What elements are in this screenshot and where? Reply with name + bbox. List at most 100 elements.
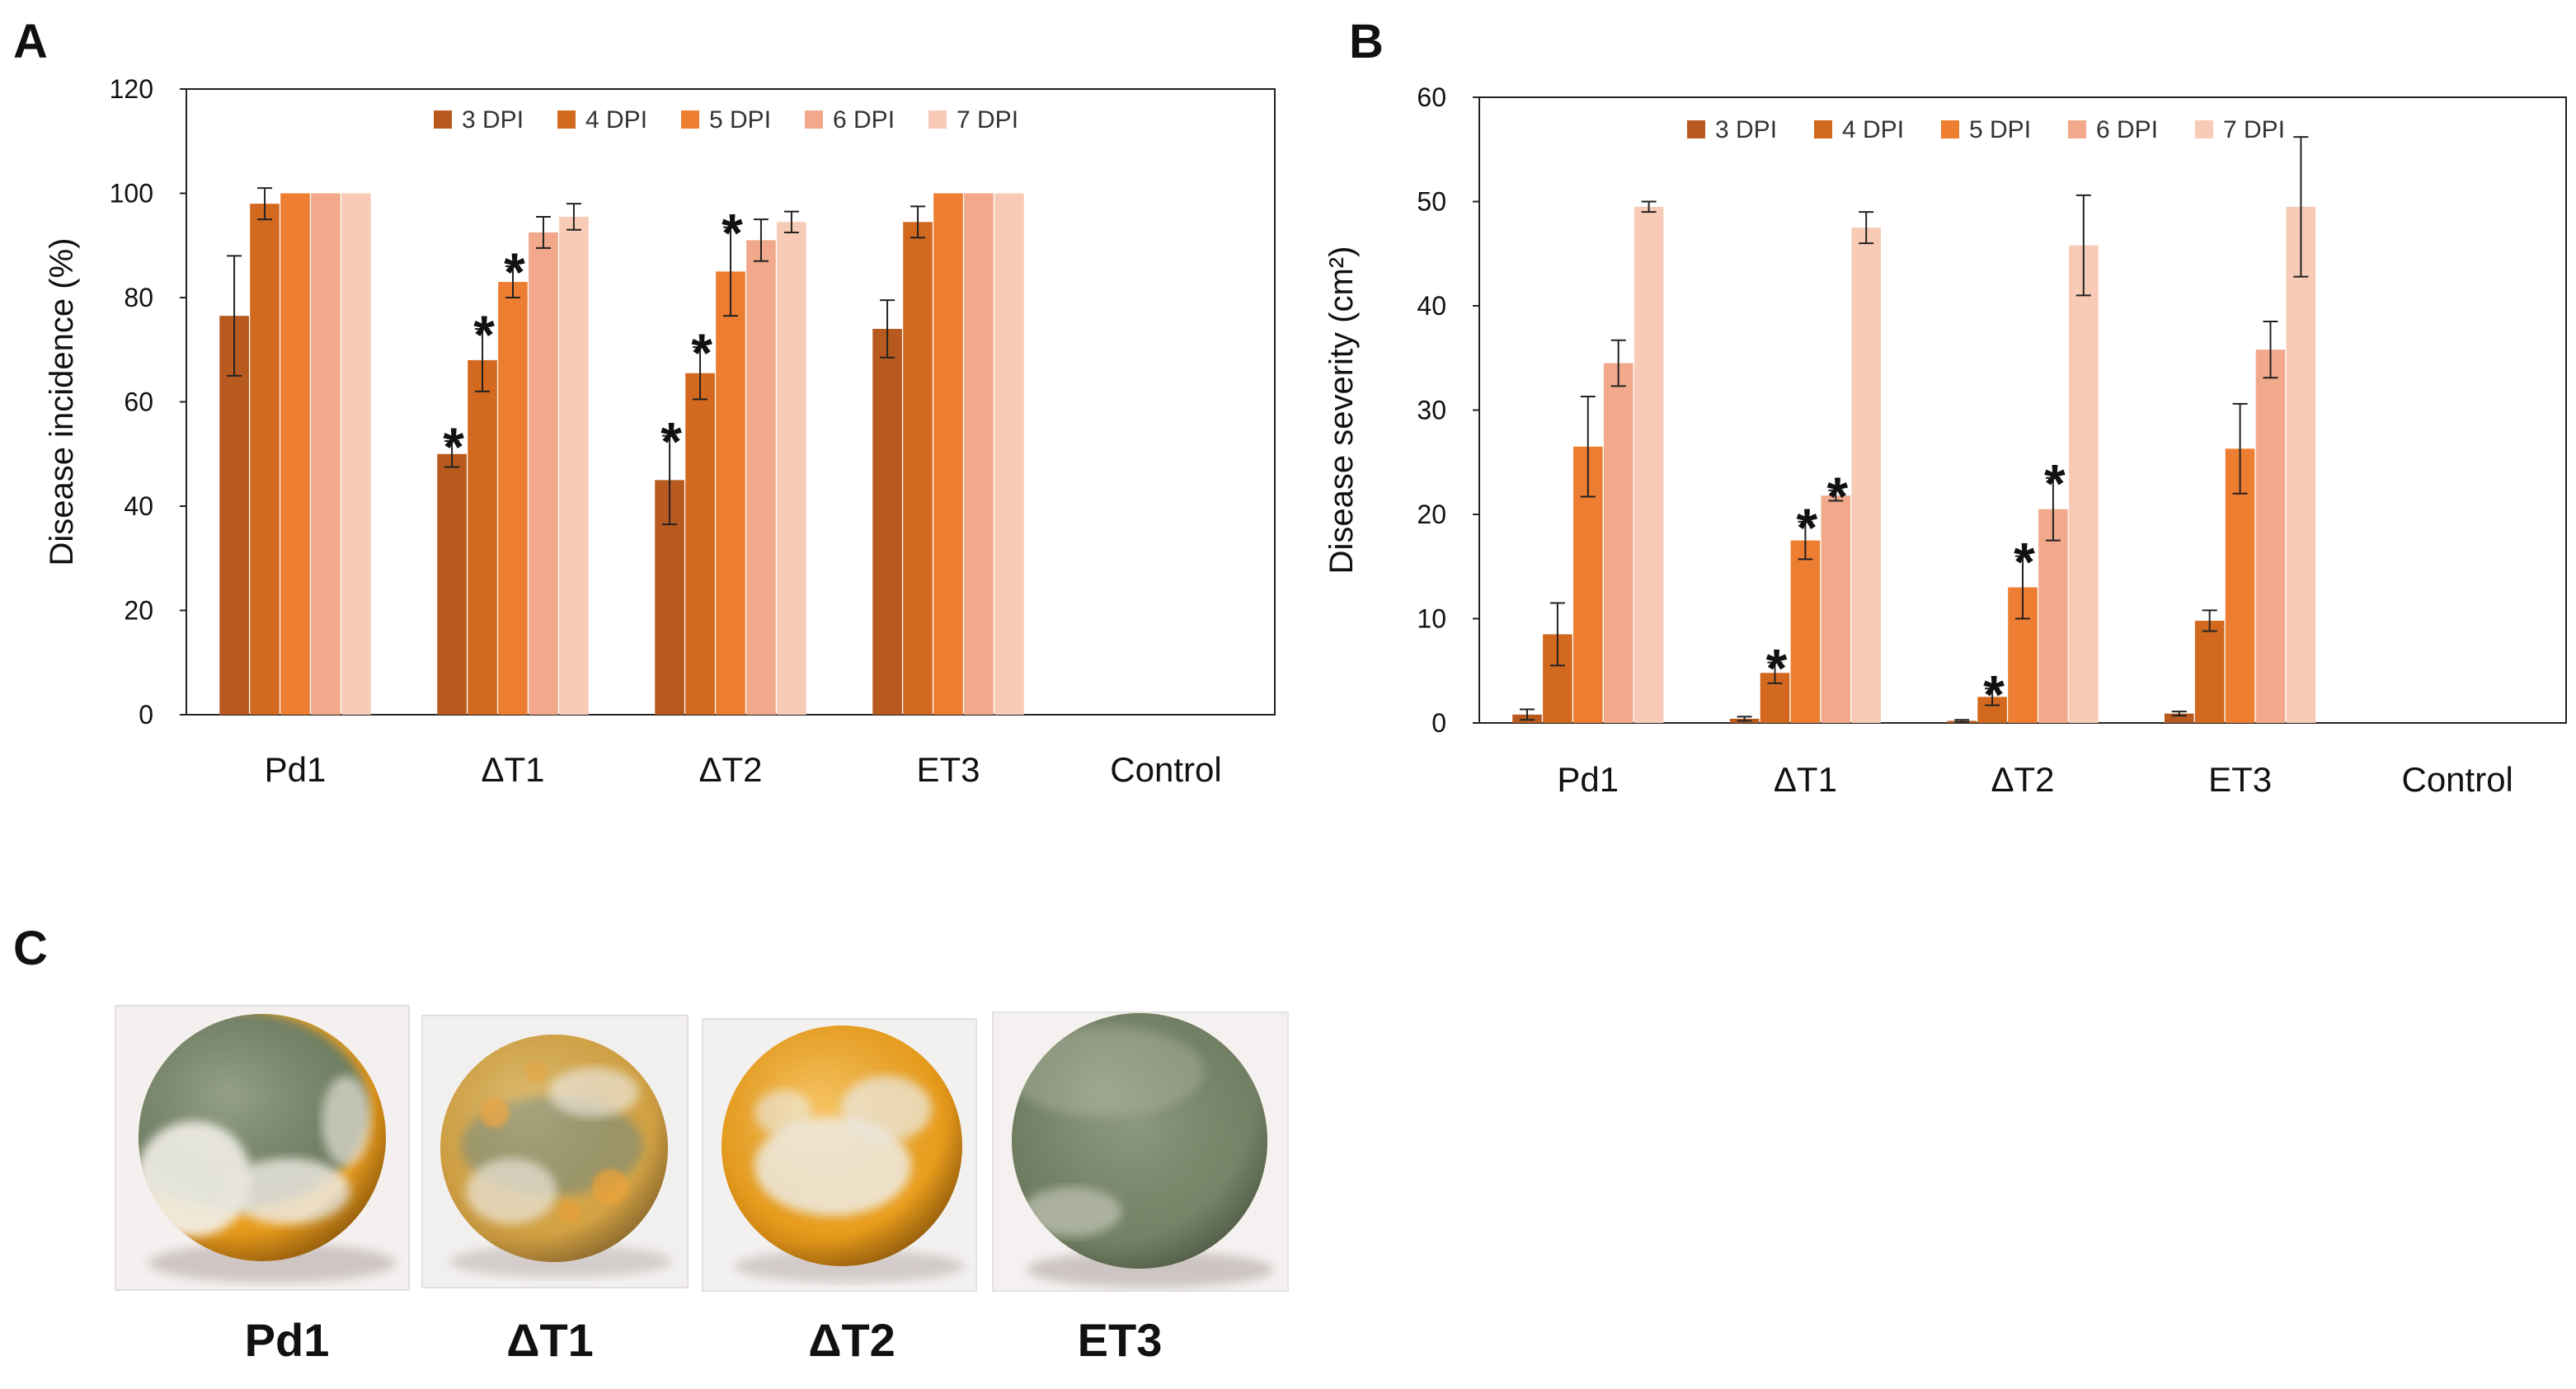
bar-ΔT1-7-DPI: [559, 216, 589, 715]
y-tick-label: 30: [1417, 396, 1446, 425]
bar-ΔT1-5-DPI: [1790, 540, 1821, 723]
y-tick-label: 60: [1417, 82, 1446, 112]
legend-swatch: [1687, 120, 1705, 138]
bar-ΔT2-7-DPI: [2069, 245, 2099, 723]
bar-ET3-7-DPI: [2286, 206, 2316, 723]
category-label: ET3: [2208, 760, 2272, 799]
legend-label: 3 DPI: [1715, 116, 1777, 143]
bar-ΔT1-6-DPI: [1821, 495, 1851, 723]
legend-label: 5 DPI: [709, 106, 771, 134]
bar-ΔT1-6-DPI: [529, 232, 558, 715]
bar-Pd1-3-DPI: [219, 316, 249, 715]
significance-star: *: [691, 322, 712, 383]
y-tick-label: 100: [110, 179, 153, 209]
y-axis-label: Disease severity (cm²): [1323, 246, 1360, 575]
bar-Pd1-7-DPI: [1634, 206, 1664, 723]
photo-label-dt2: ΔT2: [808, 1314, 895, 1366]
category-label: Control: [2401, 760, 2513, 799]
y-tick-label: 0: [139, 700, 153, 730]
bar-ΔT2-6-DPI: [746, 240, 776, 715]
bar-ET3-5-DPI: [933, 193, 963, 715]
category-label: Pd1: [265, 750, 327, 789]
significance-star: *: [2044, 453, 2066, 514]
legend-swatch: [2195, 120, 2213, 138]
significance-star: *: [1826, 466, 1848, 527]
bar-ΔT1-5-DPI: [498, 282, 528, 715]
significance-star: *: [504, 242, 525, 303]
legend-swatch: [805, 110, 823, 129]
legend-swatch: [681, 110, 699, 129]
y-tick-label: 80: [124, 283, 153, 312]
category-label: ΔT1: [481, 750, 544, 789]
panel-a-letter: A: [13, 15, 48, 68]
y-axis-label: Disease incidence (%): [44, 238, 80, 566]
legend-swatch: [1814, 120, 1832, 138]
bar-ΔT1-7-DPI: [1851, 228, 1882, 723]
bar-ET3-3-DPI: [872, 328, 902, 715]
bar-ET3-4-DPI: [2194, 621, 2225, 723]
significance-star: *: [660, 411, 682, 472]
bar-ΔT2-7-DPI: [777, 222, 806, 716]
significance-star: *: [722, 203, 743, 264]
y-tick-label: 120: [110, 74, 153, 104]
bar-ΔT2-5-DPI: [716, 271, 745, 715]
category-label: Pd1: [1557, 760, 1619, 799]
legend-label: 3 DPI: [462, 106, 524, 134]
panel-c-letter: C: [13, 922, 48, 975]
bar-ET3-5-DPI: [2225, 448, 2255, 723]
y-tick-label: 0: [1431, 708, 1446, 738]
photo-dt1: ΔT1: [421, 1015, 689, 1366]
bar-ET3-6-DPI: [964, 193, 994, 715]
y-tick-label: 20: [124, 596, 153, 626]
photo-label-dt1: ΔT1: [506, 1314, 594, 1366]
category-label: ΔT1: [1774, 760, 1837, 799]
significance-star: *: [1766, 638, 1788, 699]
bar-ΔT1-4-DPI: [468, 359, 497, 715]
bar-ΔT2-4-DPI: [685, 373, 715, 715]
significance-star: *: [1797, 497, 1818, 558]
photo-pd1: Pd1: [115, 1005, 410, 1366]
legend-swatch: [1941, 120, 1959, 138]
photo-label-pd1: Pd1: [245, 1314, 330, 1366]
panel-b-chart: B 0 10 20 30 40 50 60 Disease severity (cm²) Pd1…: [1323, 15, 2567, 799]
legend-swatch: [928, 110, 947, 129]
bar-ET3-6-DPI: [2255, 350, 2286, 723]
bar-Pd1-6-DPI: [1603, 363, 1634, 723]
category-label: ΔT2: [1991, 760, 2054, 799]
bar-Pd1-7-DPI: [341, 193, 371, 715]
legend-swatch: [557, 110, 576, 129]
y-tick-label: 40: [1417, 291, 1446, 321]
y-tick-label: 50: [1417, 187, 1446, 217]
legend-label: 7 DPI: [2223, 116, 2285, 143]
photo-dt2: ΔT2: [702, 1018, 977, 1366]
panel-c-photos: C Pd1: [13, 922, 1289, 1366]
bar-ET3-7-DPI: [994, 193, 1024, 715]
significance-star: *: [1983, 664, 2005, 725]
significance-star: *: [443, 416, 464, 477]
y-tick-label: 60: [124, 387, 153, 417]
y-tick-label: 10: [1417, 604, 1446, 634]
category-label: ΔT2: [698, 750, 762, 789]
significance-star: *: [473, 304, 495, 365]
bar-Pd1-5-DPI: [280, 193, 310, 715]
legend-swatch: [434, 110, 452, 129]
panel-b-letter: B: [1349, 15, 1384, 68]
category-label: ET3: [916, 750, 980, 789]
bar-ET3-3-DPI: [2164, 713, 2194, 723]
legend-label: 4 DPI: [585, 106, 647, 134]
legend-label: 5 DPI: [1969, 116, 2031, 143]
photo-label-et3: ET3: [1078, 1314, 1163, 1366]
y-tick-label: 40: [124, 491, 153, 521]
legend-label: 7 DPI: [957, 106, 1018, 134]
bar-Pd1-4-DPI: [250, 204, 280, 715]
bar-ΔT1-3-DPI: [437, 453, 467, 715]
bar-ΔT2-6-DPI: [2038, 509, 2068, 723]
legend-label: 4 DPI: [1842, 116, 1904, 143]
bar-Pd1-6-DPI: [311, 193, 341, 715]
significance-star: *: [2014, 532, 2035, 593]
legend-swatch: [2068, 120, 2086, 138]
legend-label: 6 DPI: [833, 106, 895, 134]
bar-ET3-4-DPI: [903, 222, 933, 716]
photo-et3: ET3: [992, 1011, 1289, 1366]
